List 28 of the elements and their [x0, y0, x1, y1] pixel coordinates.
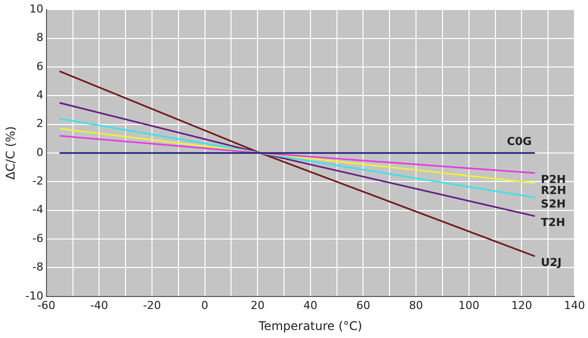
x-tick-label: 120	[511, 298, 532, 312]
x-tick-label: -20	[143, 298, 161, 312]
x-tick-label: 60	[356, 298, 370, 312]
series-label: P2H	[540, 172, 566, 186]
series-label: T2H	[540, 216, 566, 229]
y-tick-label: 0	[36, 146, 44, 159]
x-tick-label: 80	[409, 298, 424, 312]
y-tick-label: -6	[32, 232, 44, 245]
y-tick-label: -8	[32, 260, 44, 274]
y-tick-label: 6	[36, 60, 44, 73]
x-tick-label: 0	[201, 298, 208, 312]
x-tick-label: 20	[250, 298, 265, 312]
x-tick-label: 140	[564, 298, 585, 312]
x-axis-title: Temperature (°C)	[258, 318, 362, 333]
y-tick-label: 4	[36, 88, 44, 102]
y-tick-label: -4	[32, 203, 44, 216]
series-label: U2J	[540, 256, 562, 270]
y-tick-label: -2	[32, 174, 44, 188]
x-tick-label: -40	[90, 298, 108, 312]
series-label: R2H	[540, 184, 566, 197]
y-axis-title: ΔC/C (%)	[3, 126, 18, 180]
y-tick-label: 2	[36, 117, 44, 130]
x-tick-label: 40	[303, 298, 318, 312]
x-tick-label: 100	[458, 298, 480, 312]
y-tick-label: 10	[29, 2, 44, 16]
series-label: S2H	[540, 197, 566, 210]
series-label: C0G	[506, 134, 532, 148]
y-tick-label: 8	[36, 31, 44, 44]
